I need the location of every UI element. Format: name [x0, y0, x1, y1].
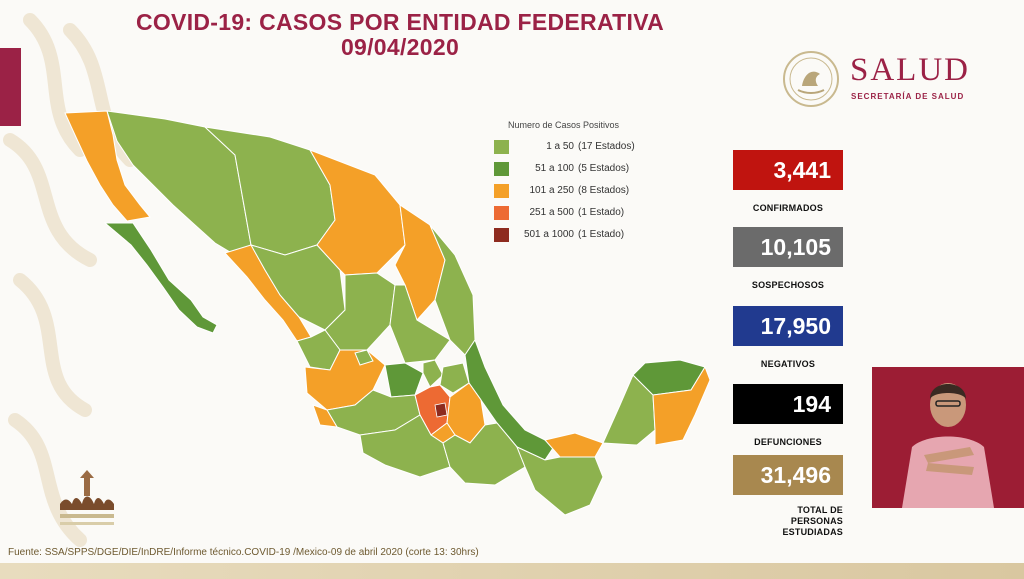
interpreter-icon — [872, 367, 1024, 508]
stat-negativos: 17,950 NEGATIVOS — [733, 306, 843, 369]
state-queretaro — [422, 359, 444, 388]
page-title: COVID-19: CASOS POR ENTIDAD FEDERATIVA 0… — [120, 10, 680, 60]
state-quintana-roo — [652, 365, 711, 446]
bottom-bar — [0, 563, 1024, 579]
state-chiapas — [516, 446, 604, 516]
mexico-seal-icon — [783, 51, 839, 107]
legend-count: (8 Estados) — [578, 185, 630, 196]
state-tabasco — [544, 432, 604, 458]
legend-count: (17 Estados) — [578, 141, 635, 152]
title-date: 09/04/2020 — [340, 34, 460, 60]
legend-count: (1 Estado) — [578, 229, 625, 240]
legend-swatch — [494, 140, 509, 154]
stat-defunciones: 194 DEFUNCIONES — [733, 384, 843, 447]
state-baja-california-sur — [103, 222, 218, 334]
legend-swatch — [494, 162, 509, 176]
decorative-pattern — [3, 13, 137, 547]
stat-label: NEGATIVOS — [760, 359, 816, 369]
source-footer: Fuente: SSA/SPPS/DGE/DIE/InDRE/Informe t… — [8, 547, 479, 558]
legend-range: 1 a 50 — [546, 141, 574, 152]
accent-bar — [0, 48, 21, 126]
stat-confirmados: 3,441 CONFIRMADOS — [733, 150, 843, 213]
stat-label: TOTAL DE PERSONAS ESTUDIADAS — [733, 505, 843, 538]
stat-label-line: PERSONAS — [790, 516, 843, 526]
stat-label-line: ESTUDIADAS — [782, 527, 843, 537]
state-hidalgo — [439, 362, 470, 394]
state-baja-california — [64, 110, 151, 222]
legend-item: 251 a 500 (1 Estado) — [494, 204, 664, 226]
stat-value: 17,950 — [733, 306, 843, 346]
sign-language-interpreter-video — [872, 367, 1024, 508]
stat-value: 194 — [733, 384, 843, 424]
stat-value: 10,105 — [733, 227, 843, 267]
legend-item: 51 a 100 (5 Estados) — [494, 160, 664, 182]
state-oaxaca — [442, 422, 526, 486]
historic-figures-logo — [60, 470, 114, 525]
stat-sospechosos: 10,105 SOSPECHOSOS — [733, 227, 843, 290]
stat-label: DEFUNCIONES — [754, 437, 822, 447]
legend-range: 251 a 500 — [529, 207, 575, 218]
legend-range: 51 a 100 — [535, 163, 574, 174]
legend-count: (1 Estado) — [578, 207, 625, 218]
legend-item: 101 a 250 (8 Estados) — [494, 182, 664, 204]
logo-subtitle: SECRETARÍA DE SALUD — [851, 92, 965, 101]
logo-name: SALUD — [850, 52, 971, 88]
stat-label-line: TOTAL DE — [797, 505, 843, 515]
stat-label: SOSPECHOSOS — [751, 280, 825, 290]
state-jalisco — [304, 349, 386, 411]
state-aguascalientes — [354, 349, 374, 366]
state-cdmx — [434, 402, 448, 418]
stat-value: 3,441 — [733, 150, 843, 190]
legend-swatch — [494, 206, 509, 220]
mexico-map — [64, 110, 711, 516]
legend-swatch — [494, 228, 509, 242]
legend-swatch — [494, 184, 509, 198]
map-legend: Numero de Casos Positivos 1 a 50 (17 Est… — [494, 120, 664, 248]
state-colima — [312, 404, 338, 428]
stat-total-estudiadas: 31,496 TOTAL DE PERSONAS ESTUDIADAS — [733, 455, 843, 538]
stat-label: CONFIRMADOS — [752, 203, 824, 213]
title-line-1: COVID-19: CASOS POR ENTIDAD FEDERATIVA — [135, 9, 665, 35]
legend-range: 101 a 250 — [529, 185, 575, 196]
state-guanajuato — [384, 362, 424, 398]
legend-range: 501 a 1000 — [523, 229, 574, 240]
salud-logo: SALUD SECRETARÍA DE SALUD — [782, 50, 1002, 110]
legend-count: (5 Estados) — [578, 163, 630, 174]
legend-item: 1 a 50 (17 Estados) — [494, 138, 664, 160]
legend-item: 501 a 1000 (1 Estado) — [494, 226, 664, 248]
state-san-luis-potosi — [389, 284, 451, 364]
legend-title: Numero de Casos Positivos — [508, 120, 620, 130]
stat-value: 31,496 — [733, 455, 843, 495]
